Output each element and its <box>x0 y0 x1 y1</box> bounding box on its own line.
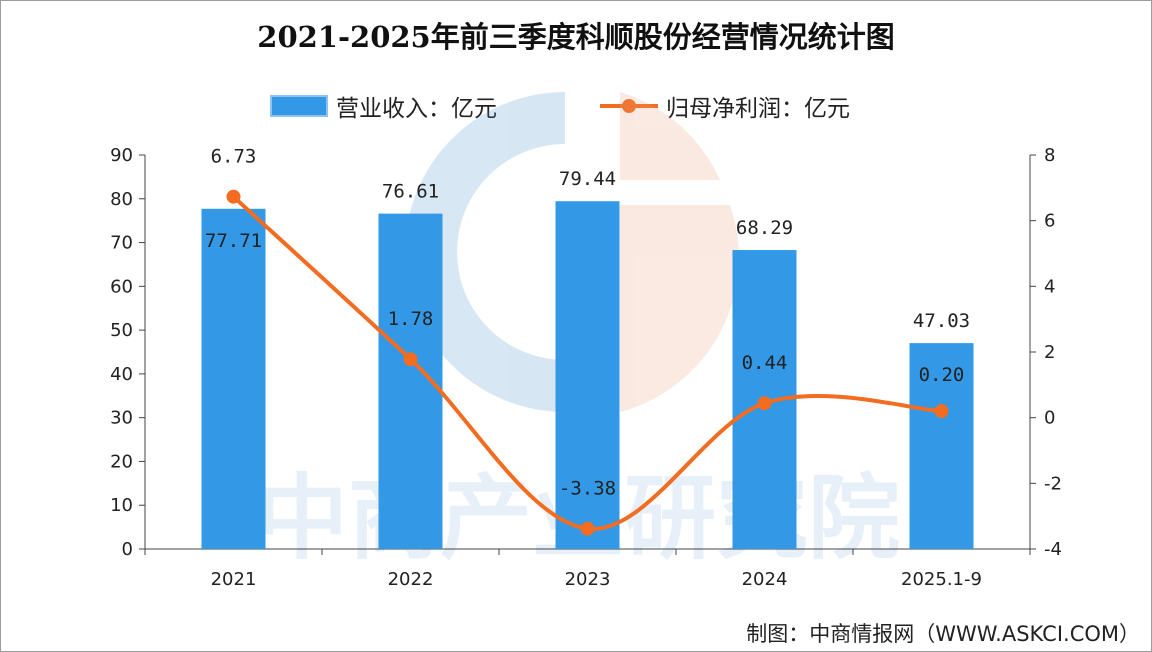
y-right-tick-label: 2 <box>1044 342 1055 363</box>
profit-line <box>226 189 949 536</box>
y-left-tick-label: 50 <box>110 320 133 341</box>
profit-point <box>403 352 418 367</box>
y-right-tick-label: 0 <box>1044 408 1055 429</box>
y-left-tick-label: 90 <box>110 145 133 166</box>
watermark-logo <box>405 92 739 412</box>
x-tick-label: 2024 <box>742 569 788 590</box>
y-left-tick-label: 20 <box>110 451 133 472</box>
bar-value-label: 79.44 <box>559 168 616 190</box>
profit-point <box>580 521 595 536</box>
legend: 营业收入：亿元 归母净利润：亿元 <box>0 88 1152 124</box>
y-left-tick-label: 40 <box>110 364 133 385</box>
x-tick-label: 2025.1-9 <box>901 569 982 590</box>
legend-item-revenue: 营业收入：亿元 <box>270 88 497 124</box>
line-labels: 6.73 1.78 -3.38 0.44 0.20 <box>211 146 965 500</box>
y-left-tick-label: 10 <box>110 495 133 516</box>
legend-line-swatch <box>600 95 658 117</box>
legend-bar-swatch <box>270 95 328 117</box>
profit-value-label: 0.20 <box>919 364 965 386</box>
profit-value-label: 1.78 <box>388 308 434 330</box>
y-left-tick-label: 0 <box>122 539 133 560</box>
y-right-tick-label: -2 <box>1044 473 1062 494</box>
profit-point <box>226 189 241 204</box>
profit-point <box>934 404 949 419</box>
x-tick-label: 2022 <box>388 569 434 590</box>
source-note: 制图：中商情报网（WWW.ASKCI.COM） <box>746 622 1140 646</box>
bar-value-label: 47.03 <box>913 310 970 332</box>
y-left-tick-label: 60 <box>110 276 133 297</box>
bar-revenue <box>201 208 266 549</box>
y-left-tick-label: 80 <box>110 189 133 210</box>
bar-labels: 77.71 76.61 79.44 68.29 47.03 <box>205 168 970 332</box>
bar-revenue <box>909 343 974 549</box>
profit-value-label: 0.44 <box>742 352 788 374</box>
chart-title: 2021-2025年前三季度科顺股份经营情况统计图 <box>257 20 895 54</box>
y-left-tick-label: 70 <box>110 233 133 254</box>
bar-value-label: 76.61 <box>382 181 439 203</box>
axes: 0 10 20 30 40 50 60 70 80 90 -4 -2 0 2 4 6 8 2021 2022 2023… <box>110 145 1062 590</box>
legend-label-revenue: 营业收入：亿元 <box>336 96 497 122</box>
bar-revenue <box>555 201 620 549</box>
y-right-tick-label: -4 <box>1044 539 1062 560</box>
profit-value-label: 6.73 <box>211 146 257 168</box>
x-tick-label: 2023 <box>565 569 611 590</box>
legend-label-profit: 归母净利润：亿元 <box>666 96 850 122</box>
bars <box>201 201 974 549</box>
bar-value-label: 68.29 <box>736 217 793 239</box>
y-left-tick-label: 30 <box>110 408 133 429</box>
y-right-tick-label: 4 <box>1044 276 1055 297</box>
bar-value-label: 77.71 <box>205 230 262 252</box>
profit-point <box>757 396 772 411</box>
x-tick-label: 2021 <box>211 569 257 590</box>
y-right-tick-label: 8 <box>1044 145 1055 166</box>
legend-item-profit: 归母净利润：亿元 <box>600 88 850 124</box>
y-right-tick-label: 6 <box>1044 211 1055 232</box>
profit-value-label: -3.38 <box>559 478 616 500</box>
